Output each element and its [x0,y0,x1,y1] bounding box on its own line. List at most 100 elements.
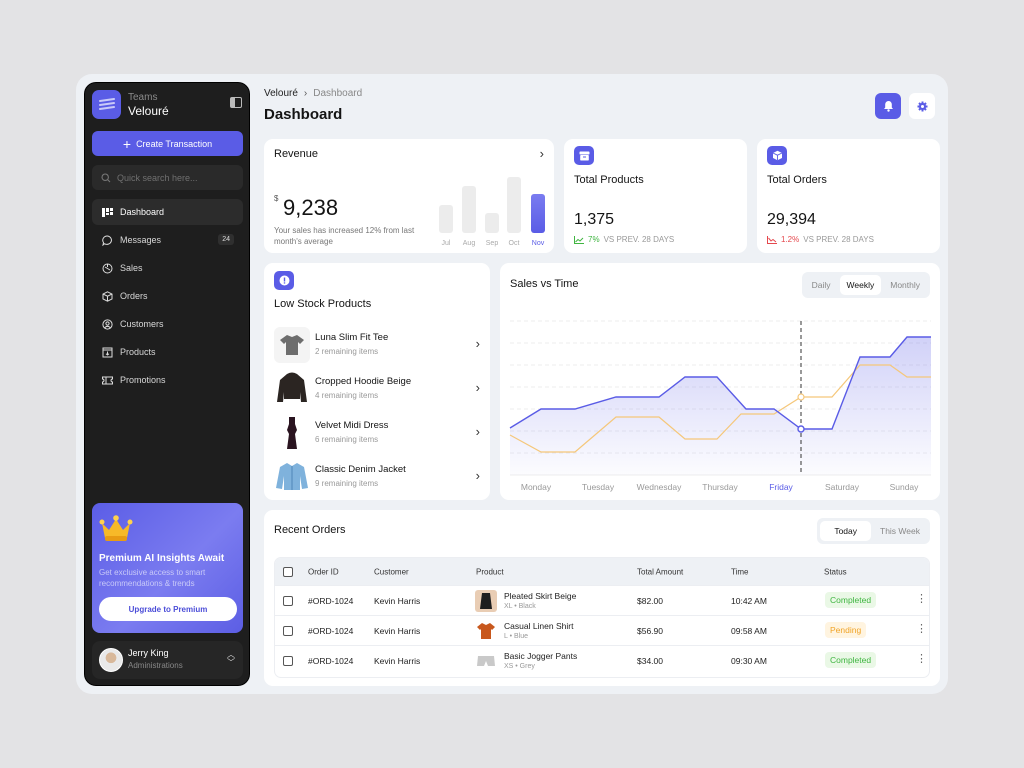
sidebar-item-sales[interactable]: Sales [92,255,243,281]
list-item[interactable]: Luna Slim Fit Tee 2 remaining items › [274,325,482,369]
sales-chart-title: Sales vs Time [510,278,579,290]
sidebar-nav: Dashboard Messages 24 Sales Orders Custo… [92,199,243,395]
list-item[interactable]: Velvet Midi Dress 6 remaining items › [274,413,482,457]
select-all-checkbox[interactable] [283,566,293,577]
settings-button[interactable] [909,93,935,119]
trend-percent: 7% [588,235,600,244]
product-remaining: 2 remaining items [315,347,379,356]
order-id: #ORD-1024 [308,655,354,666]
tab-weekly[interactable]: Weekly [839,275,882,295]
tab-monthly[interactable]: Monthly [890,280,920,290]
sidebar-item-label: Customers [120,319,164,329]
tshirt-icon [280,335,304,355]
more-options-icon[interactable]: ⋮ [916,653,927,665]
create-transaction-button[interactable]: + Create Transaction [92,131,243,156]
sidebar-toggle-icon[interactable] [230,97,242,108]
crown-icon [99,515,133,541]
table-row[interactable]: #ORD-1024 Kevin Harris Basic Jogger Pant… [275,645,929,675]
product-name: Cropped Hoodie Beige [315,376,412,387]
row-checkbox[interactable] [283,625,293,636]
product-name: Basic Jogger Pants [504,651,578,661]
sidebar-item-promotions[interactable]: Promotions [92,367,243,393]
breadcrumb-chevron-icon: › [303,88,308,99]
team-name: Velouré [128,104,169,118]
trend-percent: 1.2% [781,235,800,244]
order-time: 09:58 AM [731,625,767,636]
total-products-value: 1,375 [574,211,615,228]
user-circle-icon [102,318,113,330]
more-options-icon[interactable]: ⋮ [916,593,927,605]
ticket-icon [102,376,113,384]
trend-down-icon [767,235,777,244]
sidebar-item-messages[interactable]: Messages 24 [92,227,243,253]
order-amount: $56.90 [637,625,663,636]
chevron-right-icon: › [475,336,480,351]
chevron-right-icon: › [475,468,480,483]
box-icon [102,290,113,302]
x-axis-label: Friday [769,482,793,492]
upgrade-premium-button[interactable]: Upgrade to Premium [99,597,237,621]
status-badge: Completed [825,592,877,608]
revenue-description: Your sales has increased 12% from last m… [274,226,415,246]
column-header[interactable]: Status [824,567,847,576]
bar-label: Nov [531,240,545,247]
user-switcher[interactable]: Jerry King Administrations ︿ ﹀ [92,641,243,679]
row-checkbox[interactable] [283,595,293,606]
revenue-amount: 9,238 [283,195,339,220]
tab-daily[interactable]: Daily [811,280,831,290]
total-products-trend: 7% VS PREV. 28 DAYS [574,235,674,244]
x-axis-label: Tuesday [581,482,615,492]
column-header[interactable]: Customer [374,567,409,576]
search-input[interactable] [117,172,237,183]
tab-this-week[interactable]: This Week [880,526,920,536]
order-id: #ORD-1024 [308,595,354,606]
bar-label: Sep [485,240,499,247]
sidebar-item-dashboard[interactable]: Dashboard [92,199,243,225]
x-axis-label: Monday [520,482,552,492]
table-row[interactable]: #ORD-1024 Kevin Harris Pleated Skirt Bei… [275,585,929,615]
product-name: Pleated Skirt Beige [504,591,577,601]
row-checkbox[interactable] [283,655,293,666]
breadcrumb: Velouré › Dashboard [264,88,362,99]
logo-waves-icon [98,97,115,110]
order-amount: $34.00 [637,655,663,666]
skirt-icon [480,593,492,609]
bell-icon [883,101,893,112]
table-header: Order ID Customer Product Total Amount T… [275,558,929,585]
breadcrumb-current: Dashboard [313,88,363,99]
bar-sep [485,213,499,233]
more-options-icon[interactable]: ⋮ [916,623,927,635]
breadcrumb-root[interactable]: Velouré [264,88,298,99]
sidebar-item-label: Sales [120,263,143,273]
product-name: Classic Denim Jacket [315,464,406,475]
archive-box-icon [574,146,594,165]
column-header[interactable]: Order ID [308,567,339,576]
low-stock-title: Low Stock Products [274,298,372,310]
x-axis-label: Saturday [824,482,860,492]
sidebar-item-customers[interactable]: Customers [92,311,243,337]
column-header[interactable]: Product [476,567,504,576]
chevron-up-down-icon: ︿ ﹀ [227,650,235,667]
sales-icon [102,263,113,273]
search-box[interactable] [92,165,243,190]
table-row[interactable]: #ORD-1024 Kevin Harris Casual Linen Shir… [275,615,929,645]
alert-icon [274,271,294,290]
column-header[interactable]: Total Amount [637,567,684,576]
sidebar-item-orders[interactable]: Orders [92,283,243,309]
order-id: #ORD-1024 [308,625,354,636]
dress-icon [287,417,297,449]
column-header[interactable]: Time [731,567,749,576]
create-transaction-label: Create Transaction [136,138,213,149]
list-item[interactable]: Cropped Hoodie Beige 4 remaining items › [274,369,482,413]
low-stock-list: Luna Slim Fit Tee 2 remaining items › Cr… [274,325,482,501]
chevron-right-icon[interactable]: › [539,146,544,161]
tab-today[interactable]: Today [820,521,871,541]
product-thumbnail [274,327,310,363]
product-remaining: 9 remaining items [315,479,379,488]
box-icon [767,146,787,165]
bar-label: Aug [462,240,476,247]
notifications-button[interactable] [875,93,901,119]
total-orders-title: Total Orders [767,174,827,186]
list-item[interactable]: Classic Denim Jacket 9 remaining items › [274,457,482,501]
sidebar-item-products[interactable]: Products [92,339,243,365]
